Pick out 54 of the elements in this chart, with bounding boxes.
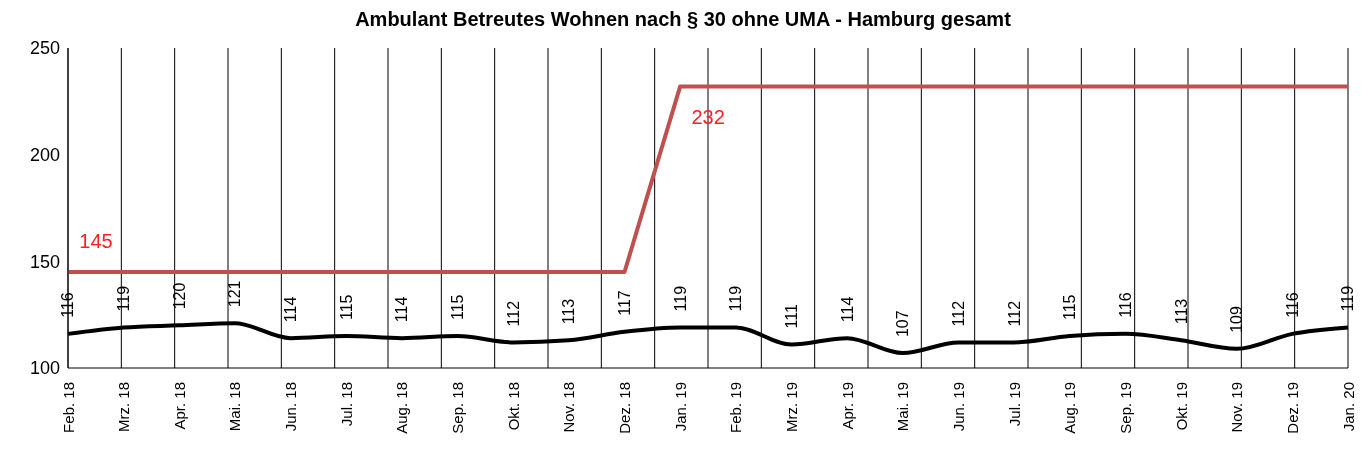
data-label: 114 bbox=[282, 296, 300, 323]
data-label: 114 bbox=[393, 296, 411, 323]
data-label: 111 bbox=[782, 304, 800, 329]
data-label: 114 bbox=[838, 296, 856, 323]
chart-title: Ambulant Betreutes Wohnen nach § 30 ohne UMA - Hamburg gesamt bbox=[354, 8, 1012, 32]
data-label: 113 bbox=[1172, 298, 1190, 325]
x-tick-label: Jun. 18 bbox=[282, 382, 300, 432]
x-tick-label: Jan. 20 bbox=[1339, 382, 1357, 432]
data-label: 116 bbox=[1283, 292, 1301, 318]
x-tick-label: Nov. 18 bbox=[560, 382, 578, 433]
x-tick-label: Apr. 19 bbox=[838, 382, 856, 430]
x-tick-label: Feb. 18 bbox=[59, 382, 77, 433]
data-label: 121 bbox=[226, 280, 244, 308]
data-label: 115 bbox=[337, 294, 355, 320]
data-label: 109 bbox=[1228, 306, 1246, 333]
data-label: 119 bbox=[727, 285, 745, 312]
x-tick-label: Feb. 19 bbox=[727, 382, 745, 433]
data-label: 120 bbox=[170, 282, 188, 310]
data-label: 117 bbox=[616, 290, 634, 316]
x-tick-label: Mrz. 18 bbox=[115, 382, 133, 433]
y-tick-label: 200 bbox=[29, 145, 60, 166]
data-label: 113 bbox=[560, 298, 578, 325]
data-label: 115 bbox=[1061, 294, 1079, 320]
data-label: 119 bbox=[1339, 285, 1357, 312]
x-tick-label: Mai. 18 bbox=[226, 382, 244, 432]
x-tick-label: Dez. 19 bbox=[1283, 382, 1301, 434]
data-label: 119 bbox=[671, 285, 689, 312]
x-tick-label: Jun. 19 bbox=[949, 382, 967, 432]
x-tick-label: Jul. 18 bbox=[337, 382, 355, 427]
data-label: 112 bbox=[1005, 300, 1023, 327]
x-tick-label: Mai. 19 bbox=[894, 382, 912, 432]
x-tick-label: Mrz. 19 bbox=[782, 382, 800, 433]
x-tick-label: Jan. 19 bbox=[671, 382, 689, 432]
x-tick-label: Nov. 19 bbox=[1228, 382, 1246, 433]
x-tick-label: Dez. 18 bbox=[616, 382, 634, 434]
data-label: 145 bbox=[79, 230, 113, 252]
data-label: 119 bbox=[115, 285, 133, 312]
data-label: 107 bbox=[894, 310, 912, 338]
x-tick-label: Sep. 19 bbox=[1116, 382, 1134, 434]
x-tick-label: Jul. 19 bbox=[1005, 382, 1023, 427]
x-tick-label: Apr. 18 bbox=[170, 382, 188, 430]
x-tick-label: Okt. 18 bbox=[504, 382, 522, 431]
x-tick-label: Aug. 18 bbox=[393, 382, 411, 434]
x-tick-label: Okt. 19 bbox=[1172, 382, 1190, 431]
data-label: 115 bbox=[449, 294, 467, 320]
data-label: 112 bbox=[949, 300, 967, 327]
y-tick-label: 250 bbox=[29, 38, 60, 59]
data-label: 116 bbox=[59, 292, 77, 318]
data-label: 116 bbox=[1116, 292, 1134, 318]
x-tick-label: Aug. 19 bbox=[1061, 382, 1079, 434]
y-tick-label: 150 bbox=[29, 251, 60, 272]
x-tick-label: Sep. 18 bbox=[449, 382, 467, 434]
data-label: 112 bbox=[504, 300, 522, 327]
y-tick-label: 100 bbox=[29, 358, 60, 379]
